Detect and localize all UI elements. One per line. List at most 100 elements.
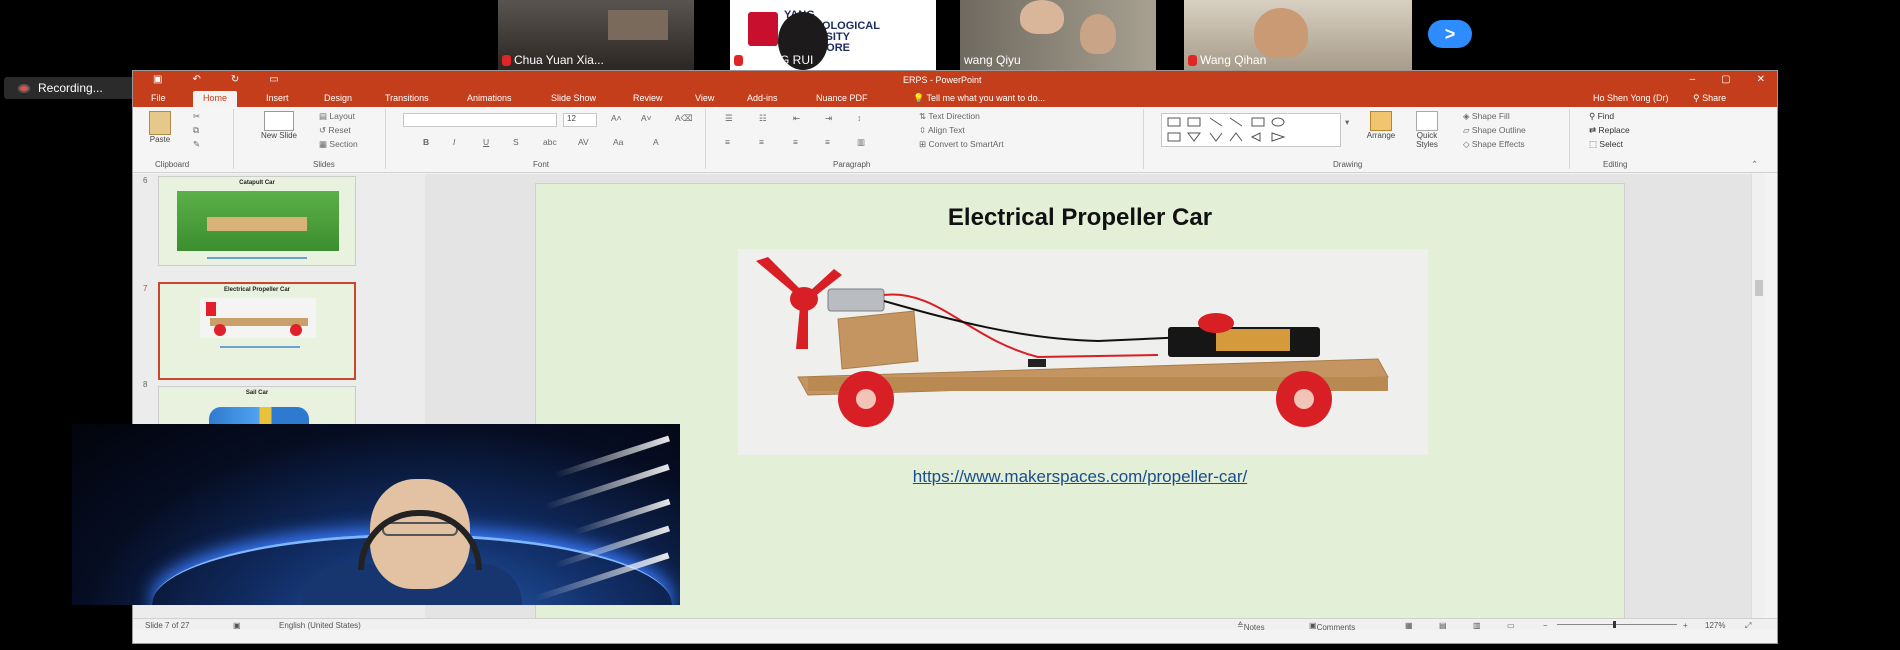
participant-tile-4[interactable]: Wang Qihan xyxy=(1184,0,1412,70)
tell-me-search[interactable]: 💡 Tell me what you want to do... xyxy=(913,93,1046,103)
shape-outline-button[interactable]: ▱ Shape Outline xyxy=(1463,125,1526,135)
minimize-button[interactable]: – xyxy=(1689,74,1696,85)
fit-to-window-icon[interactable]: ⤢ xyxy=(1745,621,1752,630)
zoom-in-button[interactable]: + xyxy=(1683,621,1688,630)
align-text-button[interactable]: ⇳ Align Text xyxy=(919,125,965,135)
shapes-gallery-more-icon[interactable]: ▾ xyxy=(1345,117,1350,127)
tab-nuance-pdf[interactable]: Nuance PDF xyxy=(816,93,868,103)
clear-formatting-icon[interactable]: A⌫ xyxy=(675,113,693,123)
tab-transitions[interactable]: Transitions xyxy=(385,93,429,103)
tab-insert[interactable]: Insert xyxy=(266,93,289,103)
justify-icon[interactable]: ≡ xyxy=(825,137,830,147)
slide-show-icon[interactable]: ▭ xyxy=(1507,621,1515,630)
arrange-button[interactable]: Arrange xyxy=(1359,111,1403,140)
columns-icon[interactable]: ▥ xyxy=(857,137,866,147)
character-spacing-icon[interactable]: AV xyxy=(578,137,589,147)
next-participants-button[interactable]: > xyxy=(1428,20,1472,48)
decrease-font-icon[interactable]: A˅ xyxy=(641,113,652,123)
tab-view[interactable]: View xyxy=(695,93,715,103)
shape-fill-button[interactable]: ◈ Shape Fill xyxy=(1463,111,1510,121)
normal-view-icon[interactable]: ▦ xyxy=(1405,621,1413,630)
zoom-out-button[interactable]: − xyxy=(1543,621,1548,630)
bullets-icon[interactable]: ☰ xyxy=(725,113,733,123)
tab-review[interactable]: Review xyxy=(633,93,663,103)
slide-title[interactable]: Electrical Propeller Car xyxy=(947,204,1213,231)
change-case-icon[interactable]: Aa xyxy=(613,137,624,147)
align-right-icon[interactable]: ≡ xyxy=(793,137,798,147)
strikethrough-icon[interactable]: abc xyxy=(543,137,557,147)
quick-styles-button[interactable]: Quick Styles xyxy=(1405,111,1449,149)
vertical-scrollbar[interactable] xyxy=(1751,174,1765,618)
maximize-button[interactable]: ▢ xyxy=(1721,74,1731,85)
tab-file[interactable]: File xyxy=(151,93,166,103)
propeller-car-illustration xyxy=(738,249,1428,455)
font-family-select[interactable] xyxy=(403,113,557,127)
participant-name: HUANG RUI xyxy=(734,53,813,67)
decrease-indent-icon[interactable]: ⇤ xyxy=(793,113,801,123)
scrollbar-thumb[interactable] xyxy=(1755,280,1763,296)
close-button[interactable]: ✕ xyxy=(1756,74,1765,85)
shapes-gallery[interactable] xyxy=(1161,113,1341,147)
collapse-ribbon-icon[interactable]: ⌃ xyxy=(1751,159,1759,169)
zoom-slider[interactable] xyxy=(1557,624,1677,625)
presenter-video[interactable] xyxy=(72,424,680,605)
tab-animations[interactable]: Animations xyxy=(467,93,512,103)
notes-button[interactable]: ≙ Notes xyxy=(1237,621,1265,632)
group-slides: Slides xyxy=(313,160,335,169)
increase-font-icon[interactable]: A˄ xyxy=(611,113,622,123)
increase-indent-icon[interactable]: ⇥ xyxy=(825,113,833,123)
bold-icon[interactable]: B xyxy=(423,137,430,147)
slide-hyperlink[interactable]: https://www.makerspaces.com/propeller-ca… xyxy=(912,467,1248,486)
save-icon[interactable]: ▣ xyxy=(153,74,163,85)
replace-button[interactable]: ⇄ Replace xyxy=(1589,125,1630,135)
share-button[interactable]: ⚲ Share xyxy=(1693,93,1727,103)
tab-add-ins[interactable]: Add-ins xyxy=(747,93,778,103)
font-size-select[interactable]: 12 xyxy=(563,113,597,127)
slide-thumbnail-6[interactable]: Catapult Car xyxy=(158,176,356,266)
ribbon-separator xyxy=(1569,109,1570,169)
cut-icon[interactable]: ✂ xyxy=(193,111,201,121)
participant-tile-3[interactable]: wang Qiyu xyxy=(960,0,1156,70)
current-slide[interactable]: Electrical Propeller Car xyxy=(535,183,1625,620)
zoom-slider-thumb[interactable] xyxy=(1613,621,1616,628)
copy-icon[interactable]: ⧉ xyxy=(193,125,200,135)
new-slide-button[interactable]: New Slide xyxy=(259,111,299,140)
section-button[interactable]: ▦ Section xyxy=(319,139,358,149)
paste-button[interactable]: Paste xyxy=(145,111,175,144)
shadow-icon[interactable]: S xyxy=(513,137,519,147)
participant-tile-2[interactable]: YANG TECHNOLOGICAL UNIVERSITY SINGAPORE … xyxy=(730,0,936,70)
tab-home[interactable]: Home xyxy=(193,91,238,107)
tab-slide-show[interactable]: Slide Show xyxy=(551,93,597,103)
redo-icon[interactable]: ↻ xyxy=(230,74,240,85)
slide-sorter-icon[interactable]: ▤ xyxy=(1439,621,1447,630)
layout-button[interactable]: ▤ Layout xyxy=(319,111,355,121)
propeller-car-photo[interactable] xyxy=(738,249,1428,455)
align-center-icon[interactable]: ≡ xyxy=(759,137,764,147)
participant-tile-1[interactable]: Chua Yuan Xia... xyxy=(498,0,694,70)
text-direction-button[interactable]: ⇅ Text Direction xyxy=(919,111,980,121)
reading-view-icon[interactable]: ▥ xyxy=(1473,621,1481,630)
align-left-icon[interactable]: ≡ xyxy=(725,137,730,147)
line-spacing-icon[interactable]: ↕ xyxy=(857,113,862,123)
reset-button[interactable]: ↺ Reset xyxy=(319,125,351,135)
shape-effects-button[interactable]: ◇ Shape Effects xyxy=(1463,139,1525,149)
convert-smartart-button[interactable]: ⊞ Convert to SmartArt xyxy=(919,139,1004,149)
italic-icon[interactable]: I xyxy=(453,137,456,147)
comments-button[interactable]: ▣ Comments xyxy=(1309,621,1356,632)
start-from-beginning-icon[interactable]: ▭ xyxy=(269,74,279,85)
tab-design[interactable]: Design xyxy=(324,93,353,103)
language-indicator[interactable]: English (United States) xyxy=(279,621,361,630)
undo-icon[interactable]: ↶ xyxy=(192,74,201,85)
format-painter-icon[interactable]: ✎ xyxy=(193,139,201,149)
slide-thumbnail-7[interactable]: Electrical Propeller Car xyxy=(158,282,356,380)
zoom-level[interactable]: 127% xyxy=(1705,621,1726,630)
find-button[interactable]: ⚲ Find xyxy=(1589,111,1615,121)
spellcheck-icon[interactable]: ▣ xyxy=(233,621,241,630)
numbering-icon[interactable]: ☷ xyxy=(759,113,767,123)
font-color-icon[interactable]: A xyxy=(653,137,659,147)
user-account[interactable]: Ho Shen Yong (Dr) xyxy=(1593,93,1669,103)
group-drawing: Drawing xyxy=(1333,160,1363,169)
underline-icon[interactable]: U xyxy=(483,137,490,147)
select-button[interactable]: ⬚ Select xyxy=(1589,139,1624,149)
mic-muted-icon xyxy=(734,54,743,66)
